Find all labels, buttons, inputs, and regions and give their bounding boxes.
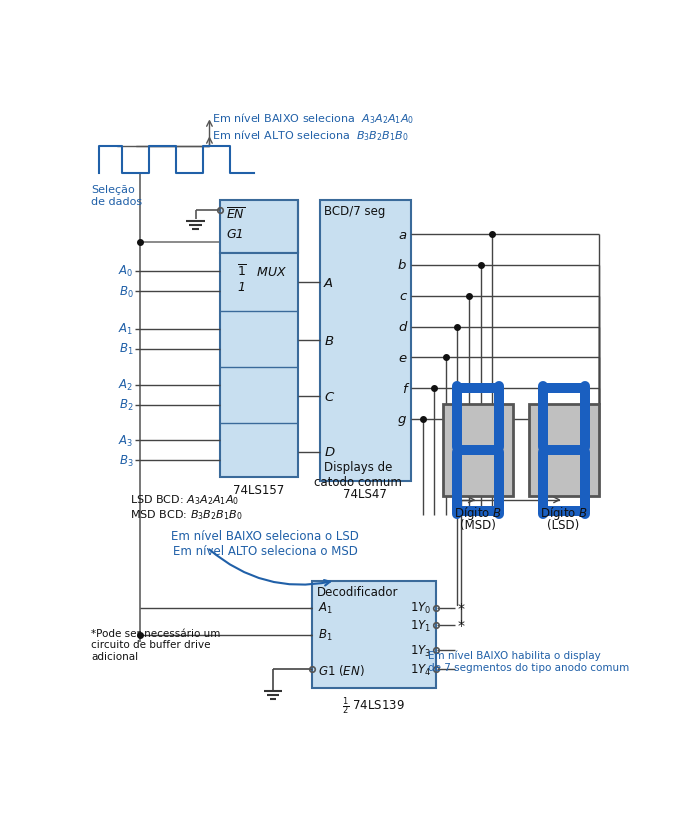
Text: Decodificador: Decodificador (317, 585, 398, 599)
Text: (MSD): (MSD) (461, 518, 496, 531)
Text: f: f (402, 382, 406, 395)
Text: Em nível ALTO seleciona  $B_3B_2B_1B_0$: Em nível ALTO seleciona $B_3B_2B_1B_0$ (212, 128, 409, 143)
Text: $B_1$: $B_1$ (318, 627, 333, 642)
Text: 1: 1 (237, 281, 246, 294)
Text: 74LS157: 74LS157 (233, 483, 285, 497)
Text: $B_0$: $B_0$ (119, 284, 134, 299)
Text: C: C (324, 390, 333, 403)
Bar (319, 201, 411, 481)
Text: $A_2$: $A_2$ (118, 378, 134, 393)
Text: $A_0$: $A_0$ (118, 264, 134, 279)
Text: *: * (457, 619, 464, 633)
Text: (LSD): (LSD) (548, 518, 580, 531)
Text: $G1\ (EN)$: $G1\ (EN)$ (318, 662, 365, 677)
Text: b: b (398, 259, 406, 273)
Text: Em nível BAIXO seleciona  $A_3A_2A_1A_0$: Em nível BAIXO seleciona $A_3A_2A_1A_0$ (212, 111, 414, 126)
Text: G1: G1 (226, 228, 244, 241)
Text: $A_1$: $A_1$ (118, 322, 134, 337)
Text: D: D (324, 446, 334, 459)
Text: Displays de
catodo comum: Displays de catodo comum (315, 461, 402, 488)
Text: $B_2$: $B_2$ (119, 398, 134, 413)
Text: $1Y_1$: $1Y_1$ (410, 618, 431, 633)
Text: *Pode ser necessário um
circuito de buffer drive
adicional: *Pode ser necessário um circuito de buff… (91, 628, 220, 661)
Text: Dígito $B$: Dígito $B$ (454, 504, 503, 521)
Text: 74LS47: 74LS47 (343, 487, 387, 500)
Text: $1Y_3$: $1Y_3$ (410, 643, 431, 658)
Text: BCD/7 seg: BCD/7 seg (324, 205, 386, 218)
Text: A: A (324, 277, 333, 289)
Text: $B_3$: $B_3$ (119, 453, 134, 468)
Text: g: g (398, 413, 406, 426)
Text: MSD BCD: $B_3B_2B_1B_0$: MSD BCD: $B_3B_2B_1B_0$ (129, 508, 242, 522)
Text: e: e (398, 351, 406, 364)
Bar (529, 404, 599, 497)
Text: Seleção
de dados: Seleção de dados (91, 185, 142, 206)
Bar (221, 254, 298, 477)
Text: LSD BCD: $A_3A_2A_1A_0$: LSD BCD: $A_3A_2A_1A_0$ (129, 492, 239, 507)
Text: *: * (457, 601, 464, 615)
Text: Em nível BAIXO habilita o display
de 7 segmentos do tipo anodo comum: Em nível BAIXO habilita o display de 7 s… (428, 650, 629, 672)
Bar (221, 201, 298, 254)
Text: $A_1$: $A_1$ (318, 600, 333, 615)
Text: Dígito $B$: Dígito $B$ (539, 504, 587, 521)
Text: $\overline{1}$   MUX: $\overline{1}$ MUX (237, 263, 288, 279)
Text: $A_3$: $A_3$ (118, 433, 134, 448)
Bar (312, 581, 436, 689)
Text: B: B (324, 334, 333, 347)
Text: a: a (398, 228, 406, 242)
Bar (443, 404, 513, 497)
Text: $1Y_0$: $1Y_0$ (410, 600, 431, 615)
Text: Em nível BAIXO seleciona o LSD
Em nível ALTO seleciona o MSD: Em nível BAIXO seleciona o LSD Em nível … (171, 529, 359, 558)
Text: $\overline{EN}$: $\overline{EN}$ (226, 206, 246, 222)
Text: d: d (398, 321, 406, 334)
Text: $\frac{1}{2}$ 74LS139: $\frac{1}{2}$ 74LS139 (342, 695, 405, 716)
Text: c: c (399, 290, 406, 303)
Text: $1Y_4$: $1Y_4$ (410, 662, 431, 677)
Text: $B_1$: $B_1$ (119, 342, 134, 357)
